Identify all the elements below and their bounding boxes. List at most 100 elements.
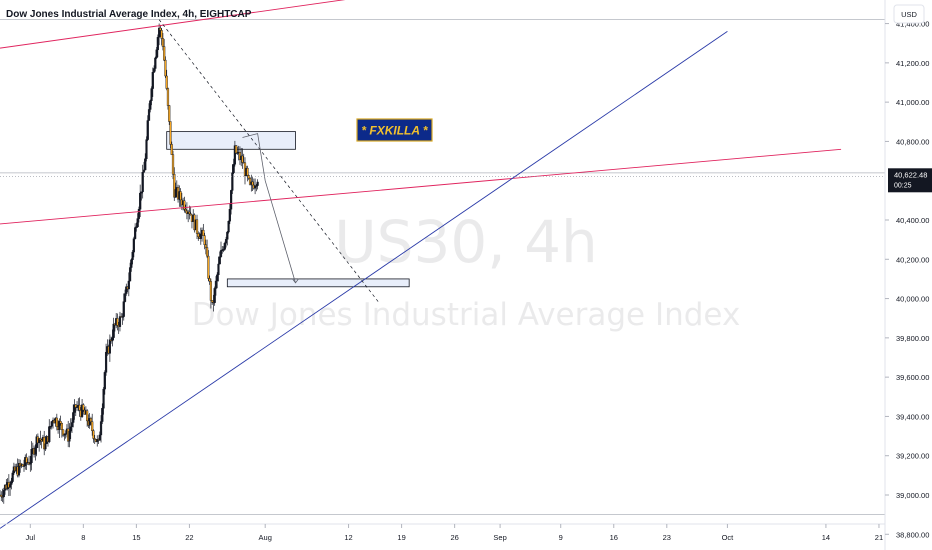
- candle-body: [38, 438, 41, 444]
- candle-body: [89, 418, 93, 422]
- candle-body: [121, 316, 124, 318]
- candle: [230, 189, 233, 215]
- candle: [29, 456, 32, 472]
- candle-body: [168, 105, 171, 122]
- candle: [116, 313, 119, 331]
- candle-body: [209, 281, 212, 301]
- candle-body: [134, 227, 137, 239]
- candle-body: [183, 200, 186, 210]
- candle: [50, 420, 53, 430]
- candle: [128, 262, 132, 282]
- fxkilla-badge-text: * FXKILLA *: [361, 124, 429, 138]
- candle: [254, 178, 257, 195]
- candle: [169, 121, 172, 149]
- candle: [118, 311, 122, 332]
- candle-body: [255, 185, 258, 187]
- candle-body: [161, 38, 165, 47]
- upper-channel-line: [0, 0, 346, 49]
- candle-body: [93, 438, 96, 440]
- candle: [184, 204, 187, 214]
- price-tick-label: 40,800.00: [896, 137, 929, 146]
- candle: [160, 28, 163, 46]
- projection-path: [242, 133, 296, 283]
- candle: [219, 241, 223, 258]
- candle-body: [233, 145, 236, 165]
- time-tick-label: 16: [610, 533, 618, 542]
- candle-body: [246, 167, 249, 176]
- candle: [103, 370, 106, 395]
- candle: [112, 317, 115, 341]
- candle-body: [75, 406, 79, 408]
- candle: [151, 67, 154, 97]
- candle-body: [145, 139, 148, 159]
- candle: [155, 46, 158, 59]
- candle: [170, 141, 173, 155]
- candle: [232, 158, 235, 175]
- time-tick-label: 23: [663, 533, 671, 542]
- candle-body: [222, 249, 225, 251]
- candle: [218, 251, 221, 265]
- candle-body: [99, 421, 103, 436]
- candle: [99, 415, 103, 443]
- candle: [25, 453, 28, 471]
- candle-body: [218, 256, 221, 265]
- candle-body: [228, 209, 231, 222]
- candle-body: [146, 120, 149, 140]
- price-tick-label: 41,200.00: [896, 59, 929, 68]
- zones: [166, 131, 410, 288]
- candle: [165, 69, 168, 91]
- candle-body: [174, 189, 177, 198]
- candle: [255, 183, 258, 192]
- currency-button[interactable]: USD: [893, 4, 925, 24]
- candle-body: [231, 172, 234, 191]
- time-tick-label: Aug: [259, 533, 272, 542]
- candle-body: [154, 57, 157, 69]
- candle-body: [248, 178, 252, 185]
- candle-body: [140, 191, 143, 194]
- candle: [206, 239, 209, 259]
- candle-body: [247, 175, 250, 179]
- candle: [111, 329, 114, 347]
- candle-body: [141, 172, 144, 193]
- candle: [216, 272, 219, 289]
- candle-body: [21, 464, 24, 467]
- candle: [44, 436, 47, 452]
- candles: [0, 23, 259, 504]
- candle: [70, 418, 74, 434]
- candle: [38, 437, 41, 452]
- candle: [251, 177, 254, 192]
- candle-body: [0, 494, 3, 497]
- candle-body: [72, 412, 75, 423]
- candle: [135, 222, 138, 232]
- candle-body: [169, 121, 172, 145]
- candle-body: [58, 421, 61, 430]
- candle: [179, 188, 182, 207]
- candle: [241, 148, 244, 169]
- candle: [123, 289, 127, 303]
- candle-body: [116, 318, 119, 326]
- candle: [39, 430, 42, 446]
- candle: [82, 403, 85, 412]
- candle: [228, 203, 231, 225]
- candle-body: [111, 337, 114, 342]
- candle: [2, 487, 5, 504]
- price-tick-label: 40,400.00: [896, 216, 929, 225]
- price-marker-countdown: 00:25: [894, 182, 912, 189]
- candle-body: [256, 181, 259, 186]
- candle-body: [219, 250, 223, 257]
- candle-body: [60, 423, 63, 431]
- candle: [207, 250, 210, 282]
- candle: [174, 182, 177, 198]
- candle: [10, 477, 13, 490]
- candle: [217, 256, 220, 282]
- candle: [185, 202, 189, 220]
- candle: [22, 459, 26, 472]
- candle-body: [232, 164, 235, 173]
- candle: [93, 434, 96, 445]
- candle-body: [223, 242, 226, 250]
- watermark-symbol: US30, 4h: [334, 208, 598, 276]
- candle: [130, 258, 133, 272]
- candle: [203, 232, 206, 250]
- candle: [223, 241, 226, 251]
